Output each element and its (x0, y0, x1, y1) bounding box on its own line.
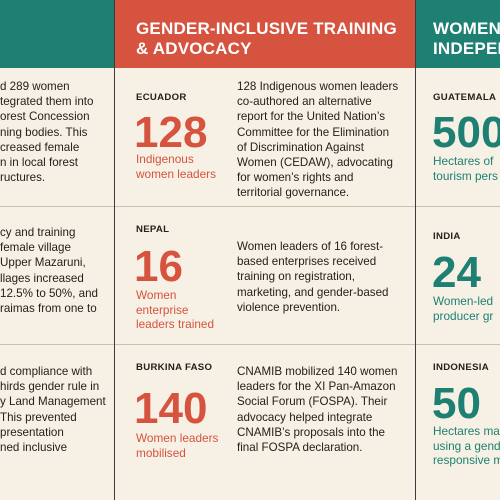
stat-number-50: 50 (432, 379, 481, 428)
row-description: Women leaders of 16 forest- based enterp… (237, 240, 389, 314)
left-row-3-text: d compliance with hirds gender rule in y… (0, 365, 106, 455)
country-label-burkina-faso: BURKINA FASO (136, 362, 213, 373)
row-divider-1 (115, 206, 415, 207)
country-label-india: INDIA (433, 231, 461, 242)
country-label-ecuador: ECUADOR (136, 92, 187, 103)
country-label-nepal: NEPAL (136, 224, 170, 235)
stat-caption: Hectares of tourism pers (433, 154, 498, 183)
stat-number-128: 128 (134, 108, 208, 157)
right-column-title: WOMEN INDEPEN (433, 19, 500, 58)
row-divider-2 (0, 344, 114, 345)
right-column: WOMEN INDEPEN GUATEMALA 500 Hectares of … (415, 0, 500, 500)
row-description: CNAMIB mobilized 140 women leaders for t… (237, 365, 398, 455)
row-divider-2 (416, 344, 500, 345)
row-divider-2 (115, 344, 415, 345)
country-label-guatemala: GUATEMALA (433, 92, 497, 103)
stat-caption: Hectares ma using a gend responsive m (433, 424, 500, 467)
middle-column: GENDER-INCLUSIVE TRAINING & ADVOCACY ECU… (114, 0, 415, 500)
right-column-header: WOMEN INDEPEN (416, 0, 500, 68)
stat-number-16: 16 (134, 242, 183, 291)
left-row-1-text: d 289 women tegrated them into orest Con… (0, 80, 94, 185)
middle-column-title: GENDER-INCLUSIVE TRAINING & ADVOCACY (136, 19, 397, 58)
left-column: d 289 women tegrated them into orest Con… (0, 0, 114, 500)
row-description: 128 Indigenous women leaders co-authored… (237, 80, 399, 200)
left-row-2-text: cy and training female village Upper Maz… (0, 226, 98, 316)
row-divider-1 (0, 206, 114, 207)
stat-caption: Indigenous women leaders (136, 152, 216, 181)
stat-caption: Women leaders mobilised (136, 431, 219, 460)
stat-number-140: 140 (134, 384, 208, 433)
country-label-indonesia: INDONESIA (433, 362, 490, 373)
stat-caption: Women-led producer gr (433, 294, 494, 323)
left-column-header (0, 0, 114, 68)
row-divider-1 (416, 206, 500, 207)
stat-number-24: 24 (432, 248, 481, 297)
middle-column-header: GENDER-INCLUSIVE TRAINING & ADVOCACY (115, 0, 415, 68)
stat-caption: Women enterprise leaders trained (136, 288, 215, 331)
stat-number-500: 500 (432, 108, 500, 157)
